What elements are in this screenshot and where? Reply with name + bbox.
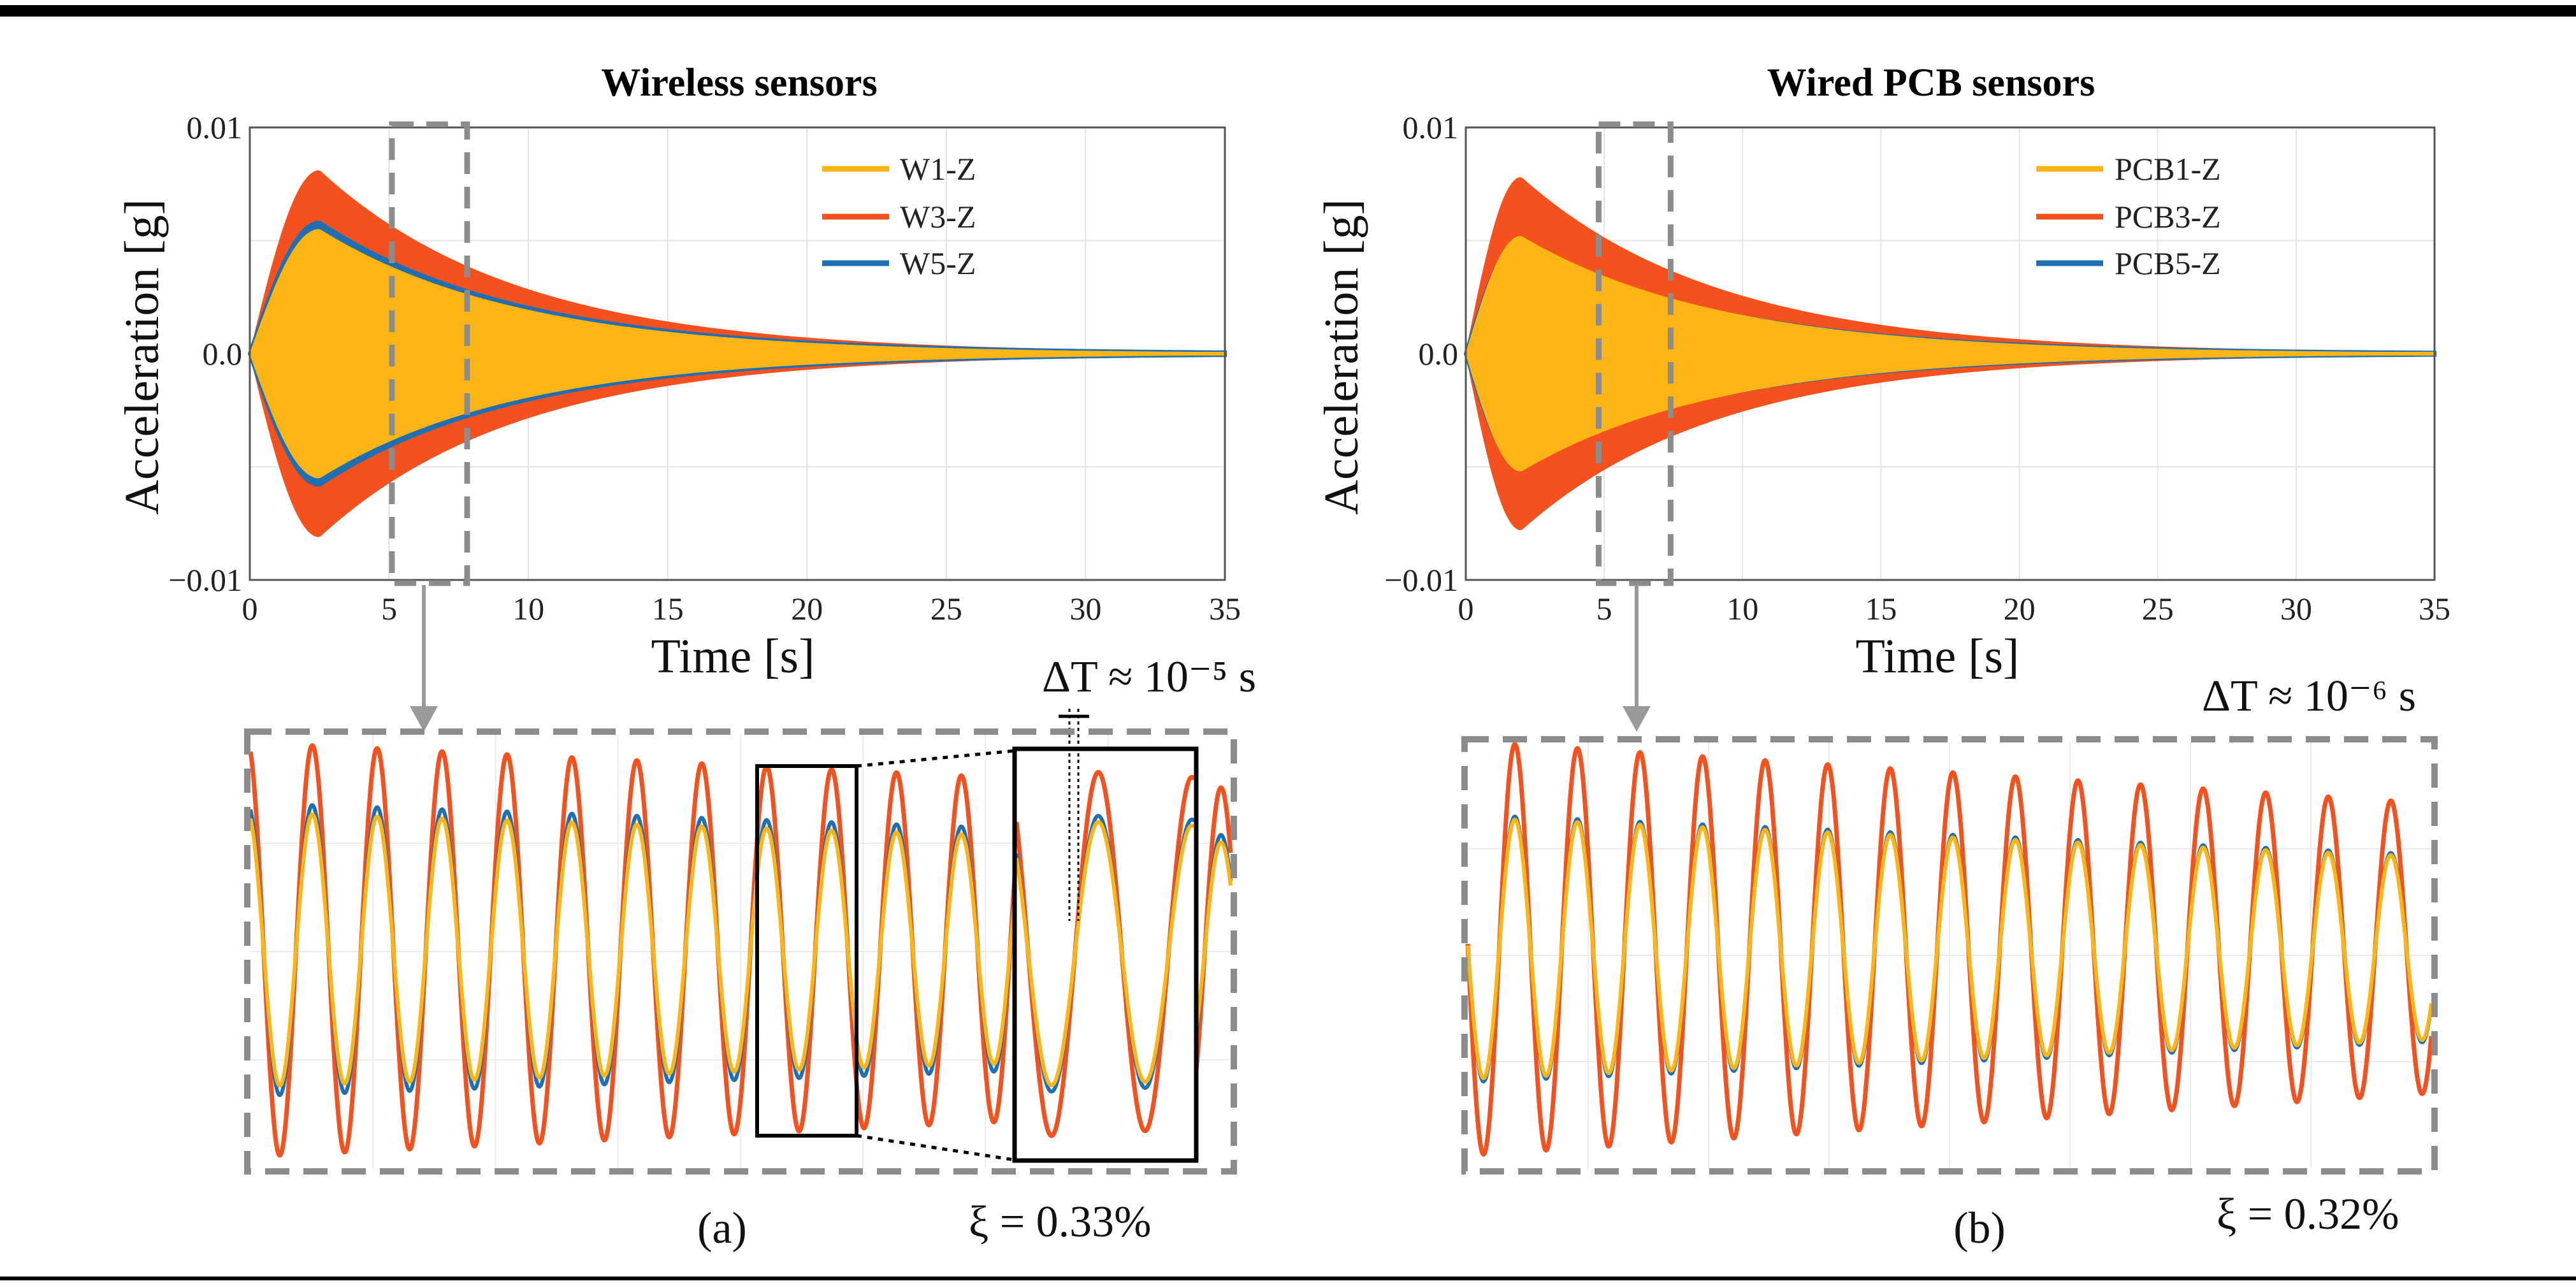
x-tick-label: 20 [791, 591, 823, 626]
panel-b-damping-label: ξ = 0.32% [2217, 1190, 2399, 1239]
x-tick-label: 35 [1209, 591, 1241, 626]
panel-b-inset-waveforms [1465, 742, 2434, 1157]
zoom-arrow-head [410, 706, 438, 732]
x-tick-label: 35 [2419, 591, 2450, 626]
legend-label-w3: W3-Z [900, 199, 976, 235]
y-tick-label: 0.01 [1403, 110, 1459, 145]
panel-a-legend: W1-Z W3-Z W5-Z [822, 151, 976, 281]
panel-a-y-axis-label: Acceleration [g] [115, 199, 169, 515]
top-rule [0, 5, 2576, 17]
legend-label-w5: W5-Z [900, 245, 976, 281]
legend-label-w1: W1-Z [900, 151, 976, 187]
x-tick-label: 25 [930, 591, 962, 626]
x-tick-label: 25 [2142, 591, 2174, 626]
panel-a-label: (a) [697, 1204, 747, 1253]
panel-a-zoom-arrow [410, 585, 438, 732]
panel-a: Wireless sensors 0 5 10 15 20 25 30 35 −0.01 0.0… [115, 61, 1256, 1253]
zoom-arrow-head [1623, 706, 1651, 732]
x-tick-label: 15 [652, 591, 684, 626]
y-tick-label: 0.0 [203, 336, 243, 372]
panel-a-magnified-detail [1014, 751, 1197, 1159]
panel-a-zoom-inset [244, 709, 1237, 1175]
panel-a-x-axis-label: Time [s] [651, 630, 815, 683]
y-tick-label: −0.01 [168, 562, 242, 598]
magnified-background [1017, 751, 1194, 1159]
panel-b-zoom-window [1595, 121, 1674, 586]
legend-label-pcb1: PCB1-Z [2115, 151, 2221, 187]
inset-waveform-w3 [1465, 742, 2434, 1157]
y-tick-label: 0.01 [187, 110, 243, 145]
panel-b-zoom-inset [1461, 736, 2438, 1175]
panel-b-y-ticks: −0.01 0.0 0.01 [1384, 110, 1458, 598]
panel-b-zoom-arrow [1623, 585, 1651, 732]
panel-a-title: Wireless sensors [601, 61, 877, 105]
x-tick-label: 30 [2280, 591, 2312, 626]
inset-highlight-box [755, 764, 858, 1138]
panel-a-main-plot: 0 5 10 15 20 25 30 35 −0.01 0.0 0.01 Time [s] Acc… [115, 110, 1241, 683]
panel-b-x-ticks: 0 5 10 15 20 25 30 35 [1458, 591, 2451, 626]
panel-b-main-plot: 0 5 10 15 20 25 30 35 −0.01 0.0 0.01 Time [s] Acc… [1315, 110, 2450, 683]
x-tick-label: 5 [1596, 591, 1612, 626]
x-tick-label: 5 [381, 591, 397, 626]
panel-b-y-axis-label: Acceleration [g] [1315, 199, 1368, 515]
panel-b-delta-t-label: ΔT ≈ 10⁻⁶ s [2202, 672, 2416, 721]
magnified-box [1012, 746, 1199, 1163]
panel-a-y-ticks: −0.01 0.0 0.01 [168, 110, 242, 598]
panel-b-legend: PCB1-Z PCB3-Z PCB5-Z [2036, 151, 2221, 281]
magnify-connector-bottom [856, 1134, 1015, 1162]
x-tick-label: 20 [2004, 591, 2036, 626]
x-tick-label: 15 [1865, 591, 1897, 626]
x-tick-label: 0 [1458, 591, 1474, 626]
magnify-connector-top [856, 749, 1015, 768]
panel-a-damping-label: ξ = 0.33% [969, 1198, 1152, 1247]
panel-b-label: (b) [1953, 1204, 2006, 1253]
panel-b-x-axis-label: Time [s] [1856, 630, 2020, 683]
panel-a-plot-frame [249, 126, 1226, 581]
x-tick-label: 30 [1069, 591, 1101, 626]
y-tick-label: −0.01 [1384, 562, 1458, 598]
panel-b-inset-frame [1461, 736, 2438, 1175]
inset-waveform-w1 [1015, 820, 1196, 1087]
inset-waveform-w1 [1466, 818, 2433, 1080]
y-tick-label: 0.0 [1419, 336, 1459, 372]
legend-label-pcb5: PCB5-Z [2115, 245, 2221, 281]
panel-a-zoom-window [389, 121, 470, 586]
panel-b-title: Wired PCB sensors [1767, 61, 2095, 105]
panel-b-plot-frame [1465, 126, 2436, 581]
panel-a-delta-t-label: ΔT ≈ 10⁻⁵ s [1042, 653, 1256, 702]
x-tick-label: 10 [1726, 591, 1758, 626]
bottom-rule [0, 1277, 2576, 1280]
panel-b-inset-grid [1468, 742, 2431, 1168]
x-tick-label: 10 [512, 591, 544, 626]
x-tick-label: 0 [242, 591, 258, 626]
legend-label-pcb3: PCB3-Z [2115, 199, 2221, 235]
panel-a-inset-frame [244, 728, 1237, 1175]
panel-b: Wired PCB sensors 0 5 10 15 20 25 30 35 −0.01 0.… [1315, 61, 2450, 1253]
panel-a-x-ticks: 0 5 10 15 20 25 30 35 [242, 591, 1241, 626]
